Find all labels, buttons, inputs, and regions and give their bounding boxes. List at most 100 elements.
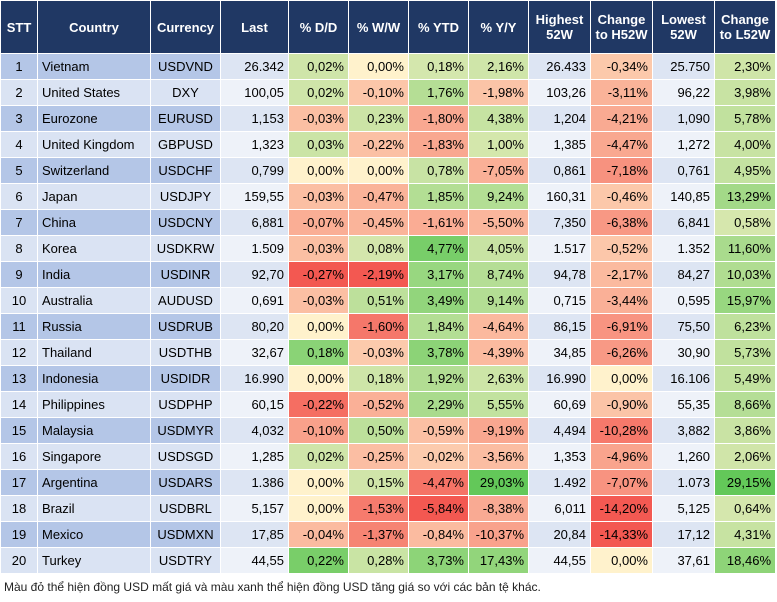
table-cell: -2,17% [590,261,653,288]
table-cell: Vietnam [37,53,151,80]
table-cell: -14,33% [590,521,653,548]
table-cell: -6,26% [590,339,653,366]
table-cell: 1.492 [528,469,591,496]
table-cell: USDKRW [150,235,221,262]
table-cell: 3,17% [408,261,469,288]
table-cell: 2,30% [714,53,776,80]
table-cell: -10,28% [590,417,653,444]
table-cell: 44,55 [220,547,289,574]
table-cell: 3,98% [714,79,776,106]
table-cell: -0,22% [348,131,409,158]
table-cell: 103,26 [528,79,591,106]
table-row: 12 Thailand USDTHB 32,67 0,18% -0,03% 3,78% -4,… [0,339,776,366]
table-cell: -0,10% [288,417,349,444]
table-cell: 4,494 [528,417,591,444]
column-header: Country [37,0,151,54]
table-cell: 8,74% [468,261,529,288]
table-cell: 0,00% [288,495,349,522]
table-cell: 84,27 [652,261,715,288]
table-cell: 55,35 [652,391,715,418]
column-header: % D/D [288,0,349,54]
table-cell: 1.352 [652,235,715,262]
column-header: Highest 52W [528,0,591,54]
table-cell: USDVND [150,53,221,80]
table-cell: 100,05 [220,79,289,106]
table-cell: -7,18% [590,157,653,184]
table-row: 15 Malaysia USDMYR 4,032 -0,10% 0,50% -0,59% -9… [0,417,776,444]
table-cell: 0,715 [528,287,591,314]
table-cell: 1.509 [220,235,289,262]
header-row: STT Country Currency Last% D/D% W/W% YTD% Y… [0,0,776,54]
table-cell: Eurozone [37,105,151,132]
table-cell: 0,64% [714,495,776,522]
table-cell: -0,25% [348,443,409,470]
table-cell: Russia [37,313,151,340]
table-cell: GBPUSD [150,131,221,158]
table-cell: 10,03% [714,261,776,288]
table-cell: 0,02% [288,53,349,80]
table-cell: Switzerland [37,157,151,184]
table-cell: USDIDR [150,365,221,392]
table-cell: United Kingdom [37,131,151,158]
table-cell: 29,15% [714,469,776,496]
table-cell: Thailand [37,339,151,366]
table-cell: 34,85 [528,339,591,366]
table-cell: 92,70 [220,261,289,288]
table-cell: EURUSD [150,105,221,132]
table-cell: 0,00% [590,365,653,392]
table-row: 17 Argentina USDARS 1.386 0,00% 0,15% -4,47% 29… [0,469,776,496]
table-cell: 16.990 [528,365,591,392]
table-row: 5 Switzerland USDCHF 0,799 0,00% 0,00% 0,78% -7… [0,157,776,184]
table-row: 13 Indonesia USDIDR 16.990 0,00% 0,18% 1,92% 2,… [0,365,776,392]
table-cell: 0,761 [652,157,715,184]
table-cell: Mexico [37,521,151,548]
table-row: 14 Philippines USDPHP 60,15 -0,22% -0,52% 2,29… [0,391,776,418]
table-cell: USDINR [150,261,221,288]
table-cell: 30,90 [652,339,715,366]
table-row: 9 India USDINR 92,70 -0,27% -2,19% 3,17% 8,74% 9… [0,261,776,288]
table-cell: 1,353 [528,443,591,470]
table-cell: 0,595 [652,287,715,314]
table-cell: -7,05% [468,157,529,184]
table-cell: 159,55 [220,183,289,210]
table-row: 8 Korea USDKRW 1.509 -0,03% 0,08% 4,77% 4,05% 1.… [0,235,776,262]
table-cell: -1,61% [408,209,469,236]
table-cell: 16.990 [220,365,289,392]
table-cell: -9,19% [468,417,529,444]
table-cell: -3,44% [590,287,653,314]
table-cell: 96,22 [652,79,715,106]
column-header: Change to L52W [714,0,776,54]
table-cell: 4,77% [408,235,469,262]
table-cell: 3,882 [652,417,715,444]
table-cell: Japan [37,183,151,210]
table-row: 16 Singapore USDSGD 1,285 0,02% -0,25% -0,02% -… [0,443,776,470]
table-cell: 0,00% [288,365,349,392]
table-cell: USDSGD [150,443,221,470]
table-cell: -0,03% [288,183,349,210]
table-cell: 9,24% [468,183,529,210]
column-header: % YTD [408,0,469,54]
table-cell: -14,20% [590,495,653,522]
table-cell: -1,60% [348,313,409,340]
table-cell: 0,15% [348,469,409,496]
table-cell: -8,38% [468,495,529,522]
table-cell: 1,204 [528,105,591,132]
table-cell: 19 [0,521,38,548]
table-cell: India [37,261,151,288]
column-header: % Y/Y [468,0,529,54]
table-cell: 4,31% [714,521,776,548]
table-cell: China [37,209,151,236]
table-cell: -4,21% [590,105,653,132]
table-cell: 1,76% [408,79,469,106]
table-cell: 18 [0,495,38,522]
table-cell: 7 [0,209,38,236]
table-cell: 0,00% [590,547,653,574]
table-row: 4 United Kingdom GBPUSD 1,323 0,03% -0,22% -1,… [0,131,776,158]
table-cell: -0,03% [288,287,349,314]
table-cell: USDMYR [150,417,221,444]
table-cell: 4,00% [714,131,776,158]
table-cell: 29,03% [468,469,529,496]
table-cell: 1,323 [220,131,289,158]
table-cell: 5,78% [714,105,776,132]
table-cell: Malaysia [37,417,151,444]
